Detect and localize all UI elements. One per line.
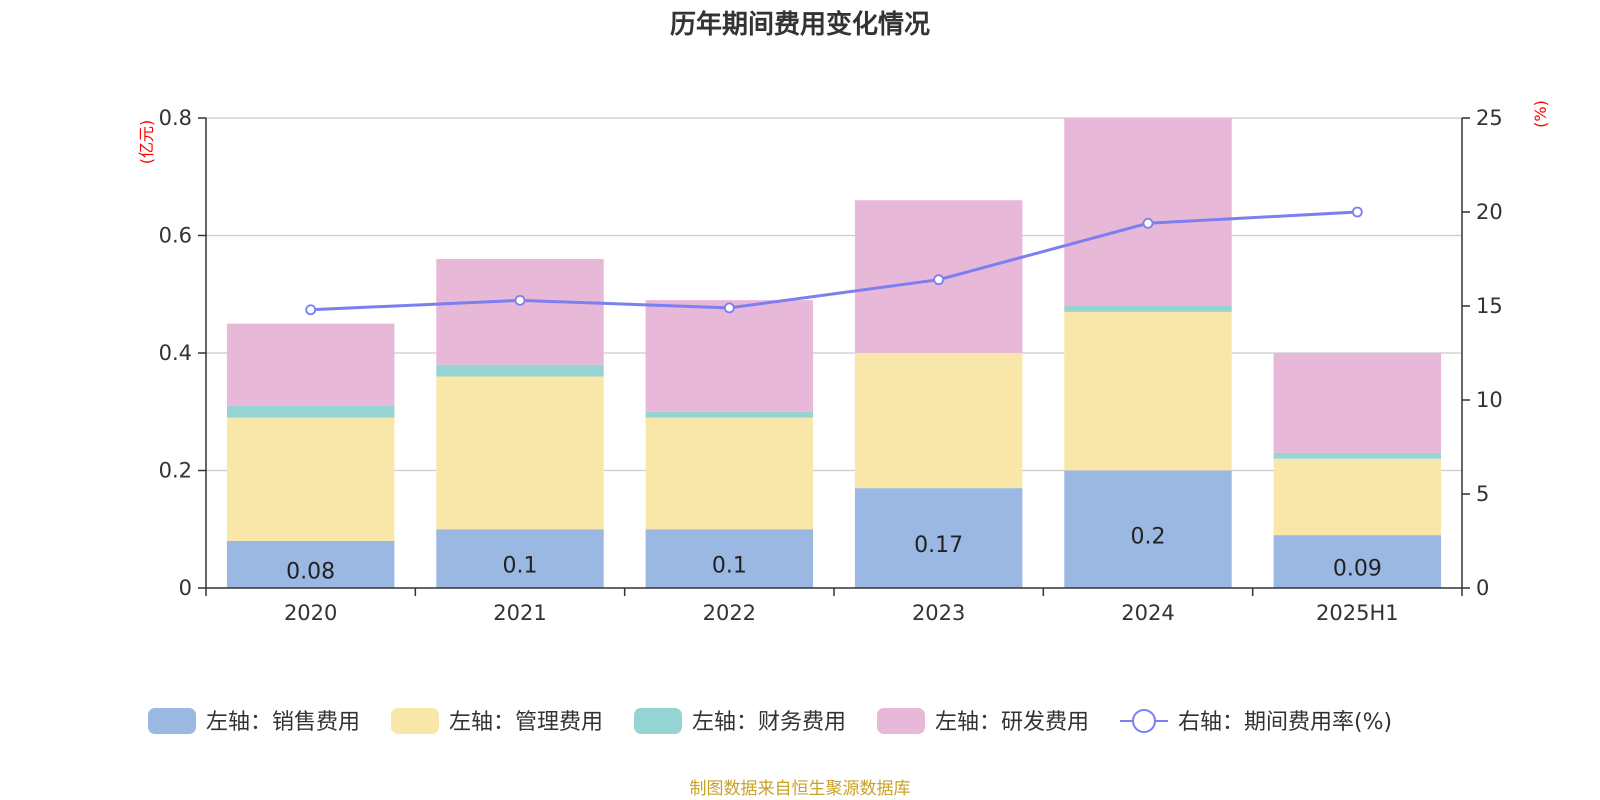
legend-swatch-2 (634, 708, 682, 734)
right-axis-tick-label: 0 (1476, 576, 1489, 600)
legend-label-3: 左轴：研发费用 (935, 710, 1089, 735)
bar-segment-s0-c1 (436, 529, 604, 588)
bar-segment-s2-c2 (645, 411, 814, 418)
left-axis-tick-label: 0.6 (159, 224, 192, 248)
bar-segment-s1-c0 (226, 417, 395, 541)
right-axis-tick-label: 5 (1476, 482, 1489, 506)
x-axis-label: 2024 (1121, 601, 1174, 625)
legend-swatch-0 (148, 708, 196, 734)
bar-segment-s2-c4 (1064, 306, 1232, 312)
legend-label-1: 左轴：管理费用 (449, 710, 603, 735)
data-label: 0.1 (503, 554, 538, 579)
left-axis-tick-label: 0.8 (159, 106, 192, 130)
legend-label-4: 右轴：期间费用率(%) (1178, 710, 1392, 735)
legend-label-0: 左轴：销售费用 (206, 710, 360, 735)
bar-segment-s1-c5 (1273, 458, 1442, 536)
legend-swatch-3 (877, 708, 925, 734)
bar-segment-s2-c5 (1273, 452, 1442, 459)
x-axis-label: 2021 (493, 601, 546, 625)
axis-layer: 0 0.2 0.4 0.6 0.8 0 5 10 15 20 25 (亿元) (%) 2020 2021 20… (137, 100, 1550, 625)
legend: 左轴：销售费用 左轴：管理费用 左轴：财务费用 左轴：研发费用 右轴：期间费用率(%) (148, 708, 1392, 735)
grid-layer (206, 117, 1462, 472)
bar-segment-s1-c3 (854, 353, 1023, 489)
legend-circle-swatch (1132, 709, 1156, 733)
bar-segment-s0-c2 (645, 529, 814, 588)
right-axis-unit: (%) (1531, 100, 1550, 128)
rate-point-2024 (1142, 217, 1154, 229)
chart-title: 历年期间费用变化情况 (670, 9, 930, 40)
right-axis-tick-label: 10 (1476, 388, 1503, 412)
rate-point-2020 (305, 304, 317, 316)
bar-segment-s3-c1 (436, 259, 604, 365)
bar-segment-s1-c2 (645, 417, 814, 530)
data-label: 0.17 (914, 533, 963, 558)
legend-swatch-1 (391, 708, 439, 734)
right-axis-tick-label: 15 (1476, 294, 1503, 318)
x-axis-label: 2025H1 (1316, 601, 1399, 625)
bars-layer: 0.08 0.1 0.1 0.17 0.2 0.09 (226, 118, 1442, 588)
bar-segment-s0-c3 (854, 488, 1023, 588)
x-axis-label: 2020 (284, 601, 337, 625)
left-axis-tick-label: 0 (179, 576, 192, 600)
bar-segment-s0-c4 (1064, 470, 1232, 588)
bar-segment-s3-c2 (645, 300, 814, 412)
right-axis-tick-label: 25 (1476, 106, 1503, 130)
legend-label-2: 左轴：财务费用 (692, 710, 846, 735)
data-label: 0.1 (712, 554, 747, 579)
data-label: 0.09 (1333, 557, 1382, 582)
rate-point-2023 (933, 274, 945, 286)
left-axis-unit: (亿元) (137, 120, 156, 165)
x-axis-label: 2023 (912, 601, 965, 625)
left-axis-tick-label: 0.4 (159, 341, 192, 365)
x-axis-label: 2022 (703, 601, 756, 625)
rate-point-2025H1 (1351, 206, 1363, 218)
left-axis-tick-label: 0.2 (159, 459, 192, 483)
rate-point-2021 (514, 294, 526, 306)
line-layer (305, 206, 1363, 316)
bar-segment-s2-c0 (226, 405, 395, 418)
source-note: 制图数据来自恒生聚源数据库 (690, 779, 911, 799)
bar-segment-s1-c4 (1064, 311, 1232, 471)
bar-segment-s3-c4 (1064, 118, 1232, 306)
bar-segment-s3-c0 (226, 323, 395, 406)
bar-segment-s3-c5 (1273, 353, 1442, 453)
rate-line (310, 210, 1358, 312)
data-label: 0.2 (1131, 524, 1166, 549)
data-label: 0.08 (286, 560, 335, 585)
bar-segment-s0-c0 (226, 541, 395, 588)
rate-point-2022 (723, 302, 735, 314)
bar-segment-s2-c1 (436, 364, 604, 377)
right-axis-tick-label: 20 (1476, 200, 1503, 224)
bar-segment-s1-c1 (436, 376, 604, 530)
bar-segment-s0-c5 (1273, 535, 1442, 588)
